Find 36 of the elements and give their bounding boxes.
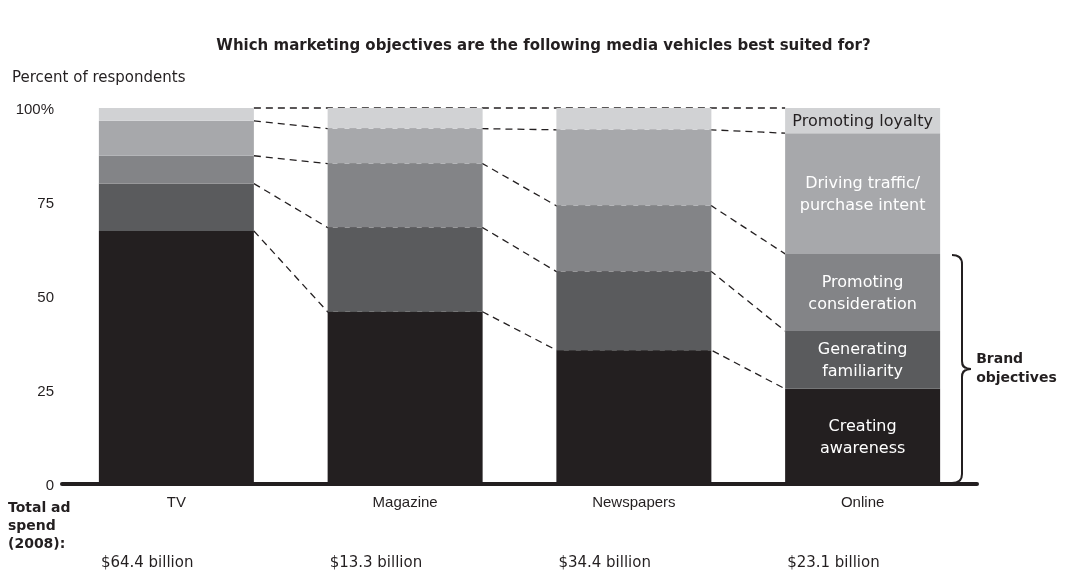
y-tick-label: 0: [45, 475, 54, 493]
x-tick-label: Magazine: [372, 493, 438, 510]
text: $34.4 billion: [558, 553, 652, 571]
x-tick-label: Newspapers: [592, 493, 676, 510]
chart-title: Which marketing objectives are the following media vehicles best suited for?: [215, 36, 872, 54]
text: $23.1 billion: [787, 553, 881, 571]
annotation: Brand objectives: [976, 348, 1057, 387]
bar: [327, 227, 483, 312]
series-label: Promoting consideration: [808, 271, 917, 313]
y-tick-label: 50: [37, 287, 54, 305]
x-tick-label: Online: [840, 493, 885, 510]
bar: [98, 155, 254, 184]
series-label: Generating familiarity: [817, 339, 908, 381]
bar: [556, 108, 712, 130]
bar: [98, 183, 254, 231]
bar: [327, 163, 483, 228]
bar: [785, 133, 941, 254]
bar: [556, 271, 712, 351]
bar: [556, 129, 712, 206]
series-label: Driving traffic/ purchase intent: [799, 173, 926, 215]
bar: [785, 253, 941, 331]
series-label: Creating awareness: [819, 415, 906, 457]
y-axis-title: Percent of respondents: [12, 68, 186, 86]
y-tick-label: 100%: [15, 99, 54, 117]
text: $64.4 billion: [100, 553, 195, 571]
x-tick-label: TV: [166, 493, 186, 510]
bar: [556, 205, 712, 272]
bar: [327, 128, 483, 164]
text: Total ad spend (2008):: [8, 498, 72, 552]
y-tick-label: 75: [37, 193, 54, 211]
bar: [98, 120, 254, 156]
bar: [98, 108, 254, 121]
y-tick-label: 25: [37, 381, 54, 399]
bar: [327, 108, 483, 129]
text: $13.3 billion: [329, 553, 424, 571]
series-label: Promoting loyalty: [792, 111, 933, 131]
